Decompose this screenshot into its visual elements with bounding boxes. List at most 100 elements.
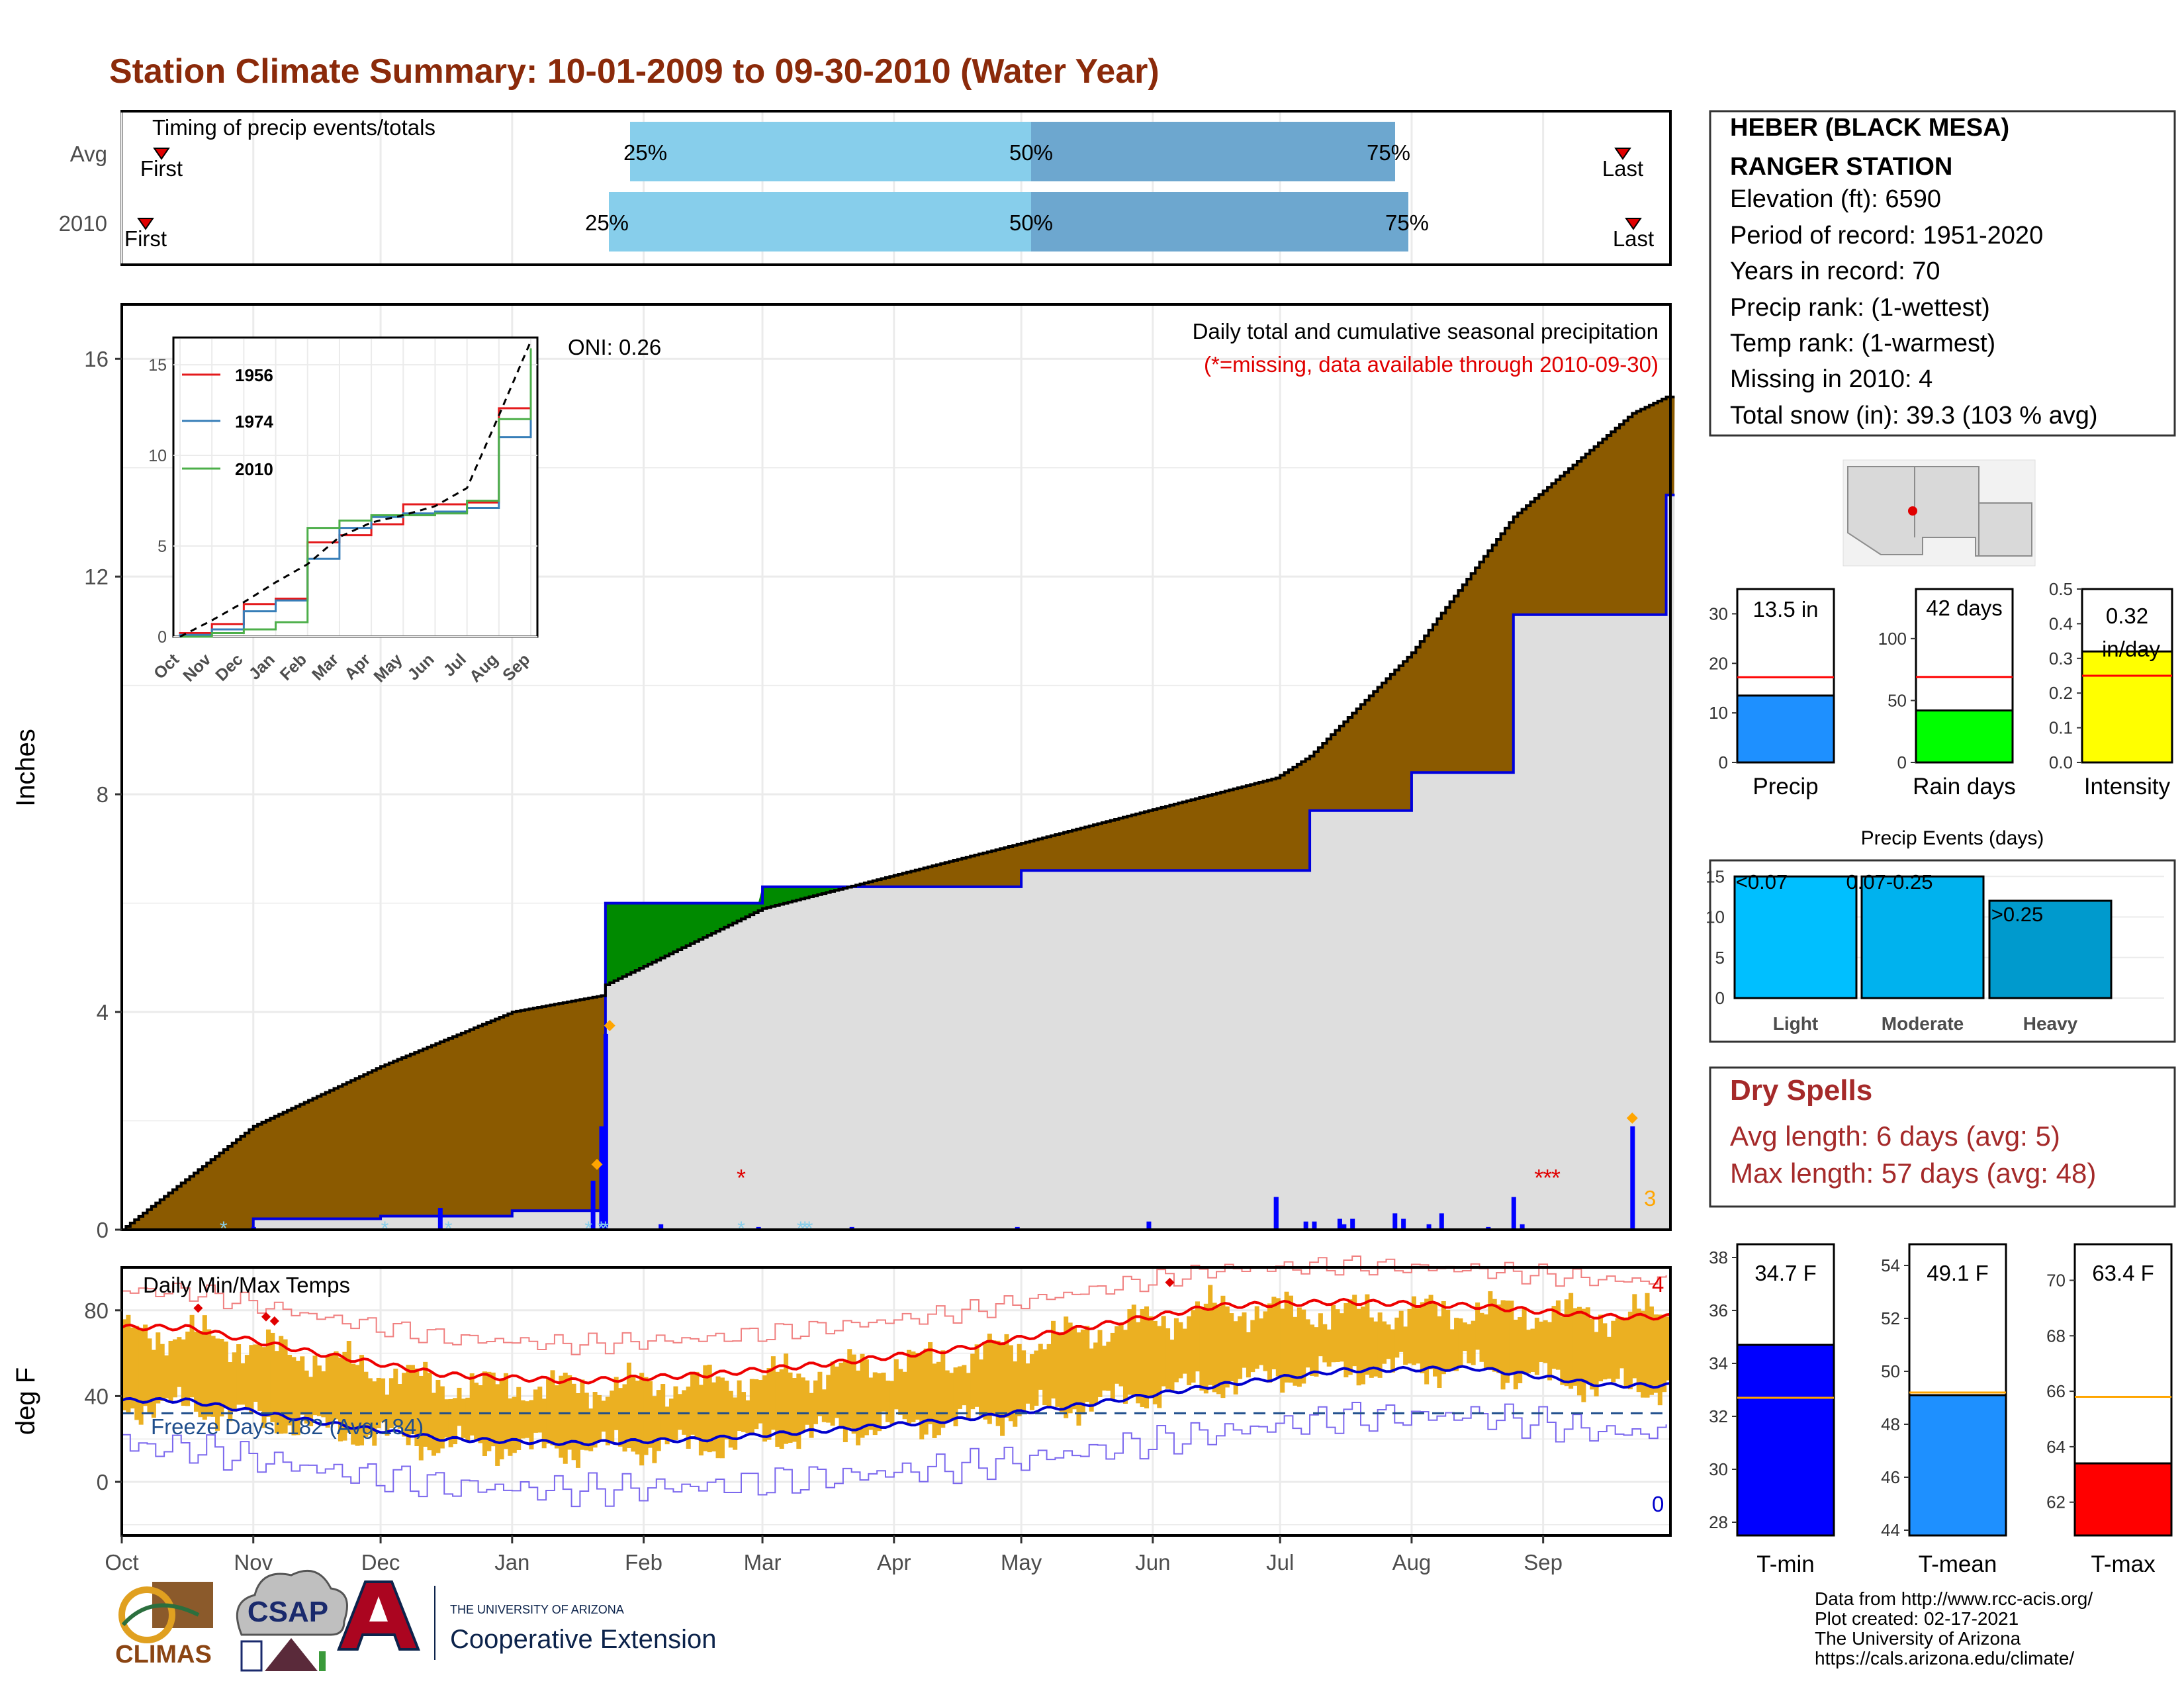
daily-temp-bar bbox=[1233, 1321, 1238, 1394]
station-line-snow: Total snow (in): 39.3 (103 % avg) bbox=[1730, 402, 2098, 430]
daily-temp-bar bbox=[775, 1371, 780, 1447]
tmin-summary-chart: 34.7 F 28 30 32 34 36 38 T-min bbox=[1709, 1243, 1835, 1577]
daily-temp-bar bbox=[1089, 1348, 1094, 1412]
daily-temp-bar bbox=[1509, 1301, 1514, 1373]
daily-temp-bar bbox=[610, 1391, 615, 1443]
sb2-ytick-label: 0.3 bbox=[2049, 649, 2073, 668]
daily-temp-bar bbox=[1025, 1363, 1030, 1404]
daily-temp-bar bbox=[372, 1381, 377, 1446]
daily-temp-bar bbox=[1127, 1309, 1132, 1395]
daily-temp-bar bbox=[159, 1344, 165, 1401]
daily-temp-bar bbox=[1555, 1300, 1561, 1370]
daily-temp-bar bbox=[1526, 1330, 1531, 1374]
raindays-summary-chart: 42 days 0 50 100 Rain days bbox=[1878, 588, 2016, 800]
daily-temp-bar bbox=[749, 1379, 754, 1434]
daily-temp-bar bbox=[448, 1398, 453, 1447]
daily-temp-bar bbox=[1564, 1299, 1569, 1387]
daily-temp-bar bbox=[1598, 1314, 1604, 1382]
tb2-ytick-label: 70 bbox=[2046, 1270, 2066, 1290]
daily-temp-bar bbox=[1590, 1318, 1595, 1390]
daily-temp-bar bbox=[733, 1397, 738, 1450]
daily-temp-bar bbox=[355, 1365, 360, 1446]
daily-temp-bar bbox=[957, 1366, 962, 1409]
daily-temp-bar bbox=[554, 1385, 559, 1449]
tmean-summary-bar bbox=[1908, 1394, 2007, 1537]
precip-ytick-label-0: 0 bbox=[97, 1218, 109, 1242]
daily-precip-bar bbox=[1401, 1218, 1406, 1230]
daily-temp-bar bbox=[253, 1344, 258, 1402]
daily-temp-bar bbox=[724, 1381, 729, 1440]
tb1-ytick-label: 46 bbox=[1881, 1467, 1900, 1487]
daily-temp-bar bbox=[719, 1377, 725, 1459]
daily-temp-bar bbox=[1246, 1332, 1251, 1378]
daily-temp-bar bbox=[835, 1366, 840, 1418]
month-axis: Oct Nov Dec Jan Feb Mar Apr May Jun Jul Aug Sep bbox=[105, 1535, 1563, 1575]
daily-temp-bar bbox=[202, 1315, 207, 1420]
record-high-marker bbox=[269, 1316, 279, 1326]
daily-temp-bar bbox=[257, 1343, 263, 1411]
daily-temp-bar bbox=[351, 1363, 356, 1445]
daily-temp-bar bbox=[325, 1355, 330, 1428]
daily-temp-bar bbox=[1398, 1310, 1404, 1352]
month-tick-label: Dec bbox=[361, 1550, 400, 1575]
daily-temp-bar bbox=[1029, 1354, 1034, 1410]
daily-temp-bar bbox=[1250, 1320, 1255, 1373]
event-bar-moderate bbox=[1860, 875, 1985, 999]
daily-temp-bar bbox=[508, 1398, 513, 1456]
climas-logo-swirl bbox=[118, 1586, 175, 1643]
daily-temp-bar bbox=[1059, 1334, 1064, 1412]
daily-temp-bar bbox=[1318, 1313, 1323, 1357]
daily-temp-bar bbox=[1097, 1330, 1103, 1397]
daily-temp-bar bbox=[1038, 1344, 1043, 1390]
event-ytick-label: 0 bbox=[1715, 988, 1725, 1008]
timing-panel: Timing of precip events/totals Avg 25% 5… bbox=[59, 110, 1672, 266]
temp-y-axis: 0 40 80 bbox=[84, 1299, 122, 1494]
precip-summary-value: 13.5 in bbox=[1752, 597, 1818, 621]
temp-ytick-label-0: 0 bbox=[97, 1470, 109, 1494]
daily-temp-bar bbox=[206, 1329, 212, 1417]
temp-summary-bars: 34.7 F 28 30 32 34 36 38 T-min 49.1 F 44 46 48 5… bbox=[1709, 1243, 2173, 1577]
daily-temp-bar bbox=[1636, 1308, 1641, 1393]
daily-temp-bar bbox=[516, 1387, 522, 1450]
daily-temp-bar bbox=[1152, 1320, 1158, 1404]
dry-spells-avg: Avg length: 6 days (avg: 5) bbox=[1730, 1120, 2060, 1152]
daily-temp-bar bbox=[1148, 1316, 1154, 1396]
daily-temp-bar bbox=[397, 1384, 402, 1429]
current-cumulative-area bbox=[122, 494, 1675, 1230]
daily-temp-bar bbox=[715, 1376, 721, 1459]
record-high-marker bbox=[1165, 1277, 1175, 1287]
tb0-ytick-label: 38 bbox=[1709, 1248, 1728, 1267]
daily-temp-bar bbox=[902, 1371, 907, 1420]
daily-temp-bar bbox=[856, 1370, 861, 1445]
daily-temp-bar bbox=[193, 1332, 199, 1412]
daily-temp-bar bbox=[274, 1351, 279, 1434]
temp-title: Daily Min/Max Temps bbox=[143, 1273, 350, 1297]
daily-temp-bar bbox=[584, 1393, 589, 1451]
daily-temp-bar bbox=[495, 1384, 500, 1466]
daily-precip-bar bbox=[849, 1226, 854, 1230]
daily-temp-bar bbox=[1305, 1319, 1310, 1368]
timing-avg-p50: 50% bbox=[1009, 140, 1053, 165]
climas-logo-stroke bbox=[121, 1603, 200, 1626]
daily-temp-bar bbox=[669, 1398, 674, 1441]
daily-temp-bar bbox=[1055, 1332, 1060, 1407]
daily-temp-bar bbox=[541, 1398, 547, 1449]
daily-temp-bar bbox=[639, 1373, 645, 1466]
daily-temp-bar bbox=[1208, 1285, 1213, 1385]
daily-temp-bar bbox=[762, 1375, 768, 1442]
daily-temp-bar bbox=[703, 1365, 708, 1451]
daily-temp-bar bbox=[1606, 1336, 1612, 1379]
timing-avg-last: Last bbox=[1602, 156, 1643, 181]
daily-temp-bar bbox=[1369, 1317, 1374, 1378]
daily-temp-bar bbox=[686, 1387, 691, 1449]
daily-temp-bar bbox=[728, 1391, 733, 1448]
tmax-summary-label: T-max bbox=[2091, 1551, 2156, 1577]
daily-temp-bar bbox=[1140, 1308, 1145, 1407]
daily-temp-bar bbox=[138, 1328, 144, 1425]
daily-temp-bar bbox=[673, 1386, 678, 1441]
daily-temp-bar bbox=[784, 1353, 789, 1444]
daily-temp-bar bbox=[1157, 1326, 1162, 1408]
daily-precip-bar bbox=[1342, 1224, 1347, 1230]
daily-temp-bar bbox=[1432, 1302, 1437, 1377]
avg-max-line bbox=[121, 1297, 1671, 1385]
